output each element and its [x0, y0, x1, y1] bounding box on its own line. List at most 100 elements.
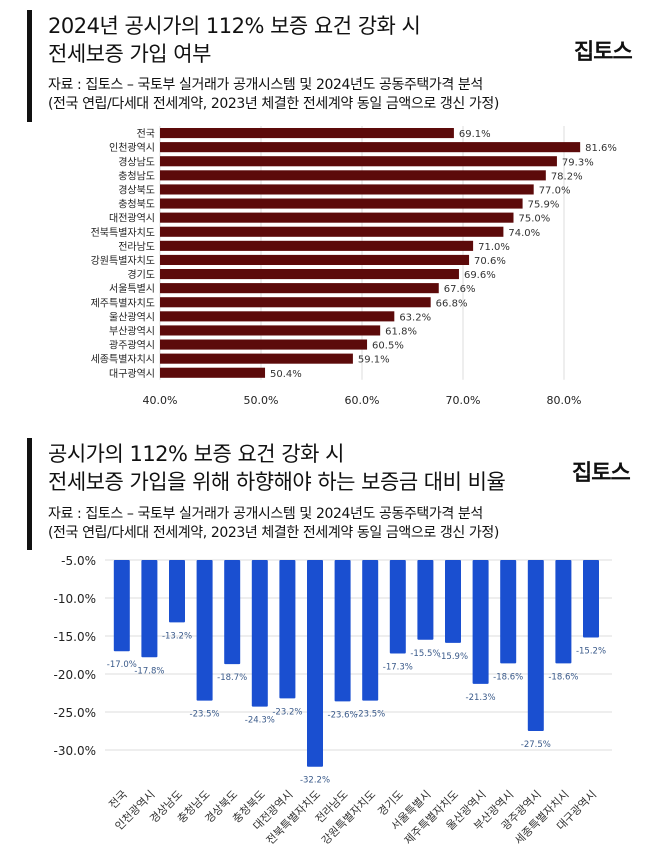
chart2-title-line1: 공시가의 112% 보증 요건 강화 시 — [48, 442, 344, 466]
category-label: 전국 — [106, 788, 130, 812]
bar — [307, 560, 323, 767]
chart1-source-line1: 자료 : 집토스 – 국토부 실거래가 공개시스템 및 2024년도 공동주택가… — [48, 77, 483, 93]
category-label: 광주광역시 — [109, 340, 155, 352]
data-label: -27.5% — [521, 740, 551, 750]
bar — [279, 560, 296, 699]
data-label: -13.2% — [162, 631, 192, 641]
chart1-source-line2: (전국 연립/다세대 전세계약, 2023년 체결한 전세계약 동일 금액으로 … — [48, 96, 499, 112]
data-label: 60.5% — [372, 341, 404, 352]
category-label: 대전광역시 — [109, 213, 155, 225]
y-tick-label: -20.0% — [54, 668, 96, 682]
bar — [160, 170, 546, 181]
bar — [160, 184, 534, 195]
data-label: -17.3% — [383, 662, 413, 672]
bar — [583, 560, 599, 638]
data-label: 59.1% — [358, 355, 390, 366]
bar — [160, 367, 266, 378]
y-tick-label: -15.0% — [54, 630, 96, 644]
bar — [160, 254, 470, 265]
bar — [224, 560, 241, 665]
ziptoss-logo: 집토스 — [574, 40, 633, 65]
x-tick-label: 40.0% — [143, 394, 178, 407]
accent-bar — [27, 10, 32, 122]
bar — [160, 311, 395, 322]
x-tick-label: 60.0% — [345, 394, 380, 407]
data-label: 75.0% — [519, 214, 551, 225]
category-label: 제주특별자치도 — [91, 297, 155, 309]
data-label: -15.5% — [410, 649, 440, 659]
bar — [169, 560, 185, 623]
bar — [472, 560, 489, 684]
y-tick-label: -25.0% — [54, 706, 96, 720]
bar — [445, 560, 461, 643]
data-label: -23.5% — [190, 710, 220, 720]
data-label: 61.8% — [385, 326, 417, 337]
ziptoss-logo: 집토스 — [572, 461, 631, 486]
bar — [500, 560, 517, 664]
category-label: 전국 — [137, 128, 155, 140]
bar — [160, 142, 581, 153]
bar — [160, 325, 381, 336]
category-label: 강원특별자치도 — [91, 255, 155, 267]
bar — [417, 560, 434, 640]
data-label: 69.6% — [464, 270, 496, 281]
data-label: -23.6% — [328, 710, 358, 720]
bar — [160, 269, 459, 280]
category-label: 울산광역시 — [109, 311, 155, 323]
data-label: 50.4% — [270, 369, 302, 380]
category-label: 전라남도 — [118, 241, 155, 253]
y-tick-label: -10.0% — [54, 592, 96, 606]
data-label: -17.8% — [134, 666, 164, 676]
bar — [160, 339, 368, 350]
chart1-hbar: 40.0% 50.0% 60.0% 70.0% 80.0% 전국 69.1% 인천광역시 81.… — [91, 126, 617, 407]
data-label: -18.7% — [217, 673, 247, 683]
chart1-title-line2: 전세보증 가입 여부 — [48, 42, 211, 66]
bar — [160, 240, 474, 251]
bar — [160, 226, 504, 237]
y-tick-label: -5.0% — [61, 554, 96, 568]
x-tick-label: 50.0% — [244, 394, 279, 407]
data-label: -18.6% — [548, 672, 578, 682]
x-tick-label: 80.0% — [547, 394, 582, 407]
data-label: -21.3% — [466, 693, 496, 703]
data-label: 66.8% — [436, 298, 468, 309]
category-label: 서울특별시 — [109, 283, 155, 295]
data-label: 79.3% — [562, 157, 594, 168]
category-label: 경기도 — [127, 268, 155, 281]
category-label: 대구광역시 — [109, 368, 155, 380]
bar — [113, 560, 130, 652]
category-label: 충청남도 — [118, 170, 155, 182]
bar — [141, 560, 158, 658]
bar — [160, 353, 353, 364]
data-label: -23.5% — [355, 710, 385, 720]
data-label: 81.6% — [585, 143, 617, 154]
bar — [160, 156, 557, 167]
bar — [160, 128, 454, 139]
data-label: 63.2% — [399, 312, 431, 323]
bar — [251, 560, 268, 707]
data-label: -23.2% — [272, 707, 302, 717]
accent-bar — [27, 438, 32, 550]
data-label: -15.9% — [438, 652, 468, 662]
bar — [389, 560, 406, 654]
category-label: 전북특별자치도 — [91, 227, 155, 239]
bar — [334, 560, 351, 702]
data-label: -17.0% — [107, 660, 137, 670]
bar — [160, 212, 514, 223]
data-label: 77.0% — [539, 185, 571, 196]
data-label: -24.3% — [245, 716, 275, 726]
data-label: -15.2% — [576, 647, 606, 657]
bar — [555, 560, 572, 664]
chart2-vbar: -5.0% -10.0% -15.0% -20.0% -25.0% -30.0% -17.0… — [54, 554, 612, 847]
data-label: 71.0% — [478, 242, 510, 253]
category-label: 충청북도 — [118, 199, 155, 211]
data-label: 75.9% — [528, 200, 560, 211]
data-label: 70.6% — [474, 256, 506, 267]
data-label: 78.2% — [551, 171, 583, 182]
data-label: 74.0% — [508, 228, 540, 239]
bar — [527, 560, 544, 731]
category-label: 세종특별자치시 — [91, 354, 155, 366]
category-label: 인천광역시 — [109, 142, 155, 154]
chart2-source-line2: (전국 연립/다세대 전세계약, 2023년 체결한 전세계약 동일 금액으로 … — [48, 525, 499, 541]
